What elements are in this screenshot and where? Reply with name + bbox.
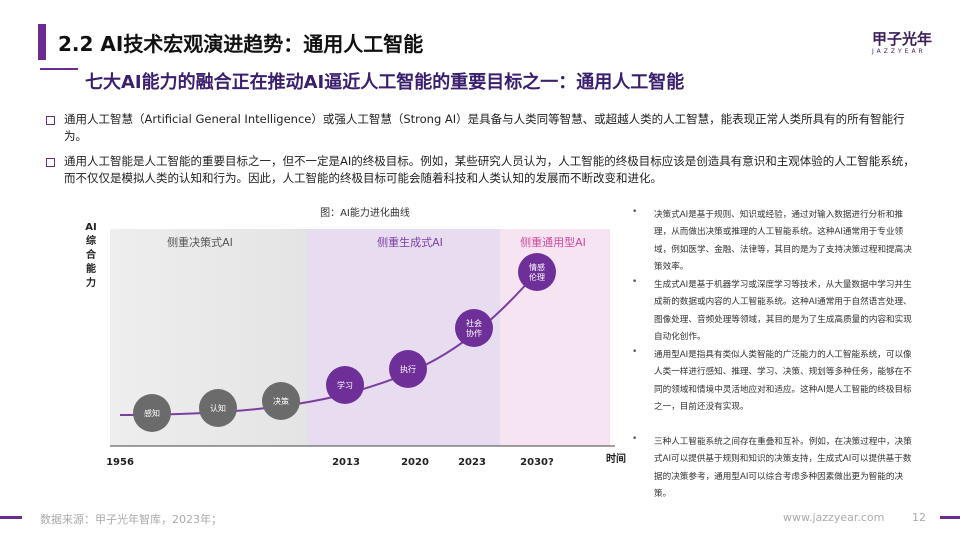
year-label: 2013	[332, 457, 360, 468]
y-label: 合	[85, 248, 97, 261]
zone	[500, 229, 610, 446]
zone-label: 侧重通用型AI	[520, 235, 586, 249]
year-label: 2023	[458, 457, 486, 468]
bullet: 通用人工智慧（Artificial General Intelligence）或…	[64, 112, 905, 143]
note: 决策式AI是基于规则、知识或经验，通过对输入数据进行分析和推理，从而做出决策或推…	[654, 210, 912, 273]
node-label: 社会协作	[466, 318, 482, 338]
node	[455, 309, 493, 347]
note-dot: •	[632, 277, 638, 287]
node	[262, 382, 300, 420]
x-label: 时间	[606, 452, 626, 465]
logo: 甲子光年	[872, 30, 933, 48]
logo-sub: JAZZYEAR	[872, 48, 926, 55]
bullet-marker	[46, 158, 55, 167]
node-label: 决策	[273, 396, 289, 406]
node	[518, 253, 556, 291]
year-label: 1956	[106, 457, 134, 468]
year-label: 2030?	[520, 457, 554, 468]
note: 三种人工智能系统之间存在重叠和互补。例如，在决策过程中，决策式AI可以提供基于规…	[654, 437, 912, 500]
page-number: 12	[912, 511, 926, 524]
note-dot: •	[632, 207, 638, 217]
url: www.jazzyear.com	[783, 511, 885, 524]
note: 生成式AI是基于机器学习或深度学习等技术，从大量数据中学习并生成新的数据或内容的…	[654, 280, 912, 343]
node	[389, 350, 427, 388]
node	[133, 394, 171, 432]
zone-label: 侧重生成式AI	[377, 235, 443, 249]
note: 通用型AI是指具有类似人类智能的广泛能力的人工智能系统，可以像人类一样进行感知、…	[654, 350, 912, 413]
subtitle: 七大AI能力的融合正在推动AI逼近人工智能的重要目标之一：通用人工智能	[85, 72, 685, 93]
source: 数据来源：甲子光年智库，2023年；	[40, 513, 222, 526]
bullet: 通用人工智能是人工智能的重要目标之一，但不一定是AI的终极目标。例如，某些研究人…	[64, 154, 915, 185]
node-label: 感知	[144, 408, 160, 418]
note-dot: •	[632, 347, 638, 357]
figure: 图：AI能力进化曲线 侧重决策式AI 侧重生成式AI 侧重通用型AI 感知 认知 决策 学习…	[85, 206, 626, 468]
year-label: 2020	[401, 457, 429, 468]
zone-label: 侧重决策式AI	[167, 235, 233, 249]
bullet-marker	[46, 116, 55, 125]
node-label: 认知	[210, 403, 226, 413]
figure-title: 图：AI能力进化曲线	[320, 206, 410, 219]
footer-line	[940, 516, 960, 519]
note-dot: •	[632, 434, 638, 444]
node-label: 执行	[400, 364, 416, 374]
y-label: 综	[86, 234, 96, 247]
footer-line	[0, 516, 22, 519]
node-label: 学习	[337, 380, 353, 390]
y-label: 力	[86, 276, 96, 289]
y-label: AI	[85, 222, 96, 233]
y-label: 能	[86, 262, 96, 275]
node	[326, 366, 364, 404]
slide-title: 2.2 AI技术宏观演进趋势：通用人工智能	[58, 32, 424, 56]
node-label: 情感伦理	[529, 262, 545, 282]
subtitle-line	[40, 68, 78, 70]
node	[199, 389, 237, 427]
title-bar	[38, 24, 46, 60]
